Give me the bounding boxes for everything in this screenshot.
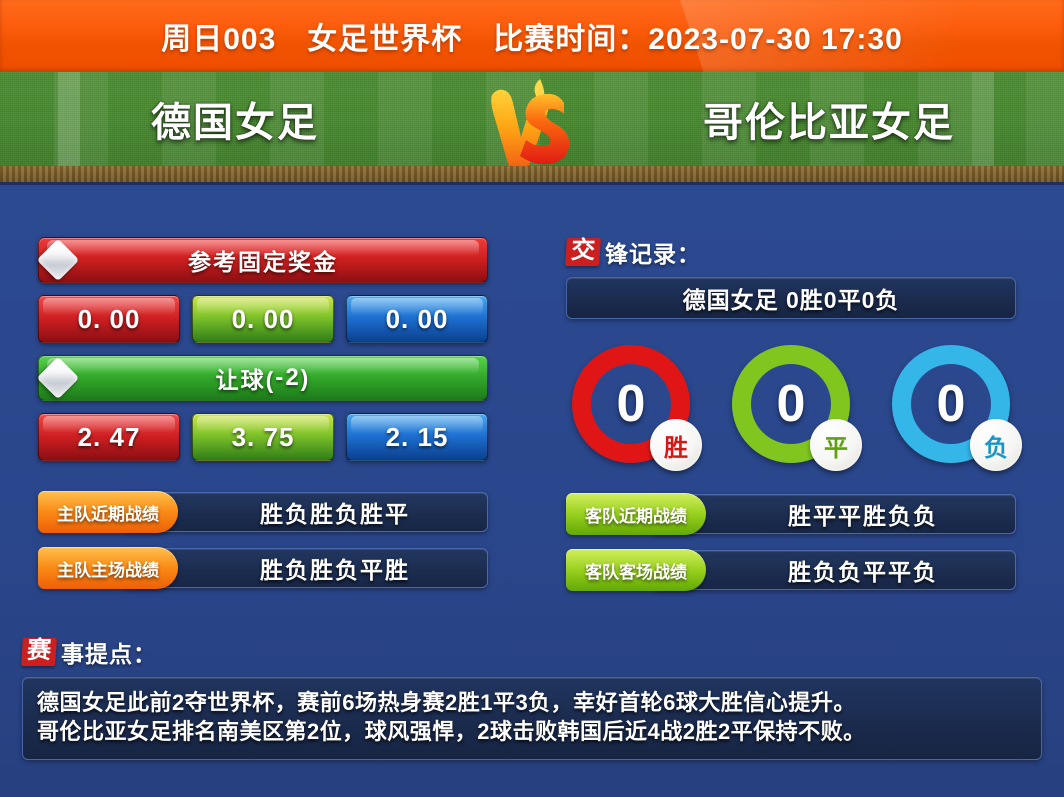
pitch-line-right — [972, 72, 994, 166]
notes-line-1: 德国女足此前2夺世界杯，赛前6场热身赛2胜1平3负，幸好首轮6球大胜信心提升。 — [37, 690, 856, 715]
h2h-lose-badge: 负 — [970, 419, 1022, 471]
fixed-prize-title: 参考固定奖金 — [188, 249, 338, 275]
handicap-title-prefix: 让球( — [215, 367, 276, 393]
h2h-ring-lose: 0 负 — [892, 345, 1022, 471]
handicap-draw-odd[interactable]: 3. 75 — [192, 413, 334, 461]
handicap-value: -2 — [275, 364, 301, 391]
home-form-rows: 胜负胜负胜平 主队近期战绩 胜负胜负平胜 主队主场战绩 — [38, 491, 488, 589]
notes-section-label: 赛 事提点： — [21, 637, 1042, 667]
home-recent-form-track: 胜负胜负胜平 — [124, 492, 488, 532]
notes-line-2: 哥伦比亚女足排名南美区第2位，球风强悍，2球击败韩国后近4战2胜2平保持不败。 — [37, 719, 866, 745]
handicap-title-suffix: ) — [300, 364, 311, 391]
home-home-form-track: 胜负胜负平胜 — [124, 548, 488, 588]
notes-box: 德国女足此前2夺世界杯，赛前6场热身赛2胜1平3负，幸好首轮6球大胜信心提升。 … — [22, 677, 1042, 760]
vs-icon — [472, 72, 592, 182]
notes-label-rest: 事提点： — [61, 641, 157, 667]
h2h-section-label: 交 锋记录： — [565, 237, 1016, 267]
h2h-draw-badge: 平 — [810, 419, 862, 471]
home-recent-form-value: 胜负胜负胜平 — [260, 501, 410, 527]
away-recent-form-track: 胜平平胜负负 — [652, 494, 1016, 534]
match-notes: 赛 事提点： 德国女足此前2夺世界杯，赛前6场热身赛2胜1平3负，幸好首轮6球大… — [21, 637, 1042, 760]
home-home-form-value: 胜负胜负平胜 — [260, 557, 410, 583]
home-home-form-row: 胜负胜负平胜 主队主场战绩 — [38, 547, 488, 589]
away-recent-form-label: 客队近期战绩 — [566, 493, 706, 535]
away-away-form-value: 胜负负平平负 — [788, 559, 938, 585]
h2h-label-boxed: 交 — [565, 237, 601, 266]
h2h-label-rest: 锋记录： — [605, 241, 701, 267]
home-recent-form-row: 胜负胜负胜平 主队近期战绩 — [38, 491, 488, 533]
h2h-ring-win: 0 胜 — [572, 345, 702, 471]
h2h-lose-count: 0 — [936, 375, 966, 433]
away-away-form-label: 客队客场战绩 — [566, 549, 706, 591]
away-form-rows: 胜平平胜负负 客队近期战绩 胜负负平平负 客队客场战绩 — [566, 493, 1016, 591]
fixed-prize-lose[interactable]: 0. 00 — [346, 295, 488, 343]
home-home-form-label: 主队主场战绩 — [38, 547, 178, 589]
fixed-prize-odds-row: 0. 00 0. 00 0. 00 — [38, 295, 488, 343]
pitch-line-left — [58, 72, 80, 166]
home-team-name: 德国女足 — [151, 101, 319, 145]
away-away-form-track: 胜负负平平负 — [652, 550, 1016, 590]
h2h-rings: 0 胜 0 平 0 负 — [566, 345, 1022, 471]
header-title: 周日003 女足世界杯 比赛时间：2023-07-30 17:30 — [161, 23, 903, 56]
h2h-panel: 交 锋记录： 德国女足 0胜0平0负 0 胜 0 平 0 负 — [565, 237, 1022, 605]
fixed-prize-win[interactable]: 0. 00 — [38, 295, 180, 343]
away-away-form-row: 胜负负平平负 客队客场战绩 — [566, 549, 1016, 591]
handicap-lose-odd[interactable]: 2. 15 — [346, 413, 488, 461]
notes-label-boxed: 赛 — [21, 637, 57, 666]
main-panel: 参考固定奖金 0. 00 0. 00 0. 00 让球( -2 ) 2. 47 … — [0, 182, 1064, 797]
away-recent-form-row: 胜平平胜负负 客队近期战绩 — [566, 493, 1016, 535]
handicap-title-bar: 让球( -2 ) — [35, 355, 488, 401]
odds-panel: 参考固定奖金 0. 00 0. 00 0. 00 让球( -2 ) 2. 47 … — [35, 237, 488, 603]
handicap-odds-row: 2. 47 3. 75 2. 15 — [38, 413, 488, 461]
header-banner: 周日003 女足世界杯 比赛时间：2023-07-30 17:30 — [0, 0, 1064, 72]
h2h-draw-count: 0 — [776, 375, 806, 433]
home-recent-form-label: 主队近期战绩 — [38, 491, 178, 533]
h2h-ring-draw: 0 平 — [732, 345, 862, 471]
away-team-name: 哥伦比亚女足 — [703, 101, 955, 145]
fixed-prize-title-bar: 参考固定奖金 — [35, 237, 488, 283]
pitch-banner: 德国女足 — [0, 72, 1064, 182]
fixed-prize-draw[interactable]: 0. 00 — [192, 295, 334, 343]
diamond-icon — [35, 355, 81, 401]
diamond-icon — [35, 237, 81, 283]
h2h-win-badge: 胜 — [650, 419, 702, 471]
h2h-summary-bar: 德国女足 0胜0平0负 — [566, 277, 1016, 319]
h2h-win-count: 0 — [616, 375, 646, 433]
handicap-win-odd[interactable]: 2. 47 — [38, 413, 180, 461]
away-recent-form-value: 胜平平胜负负 — [788, 503, 938, 529]
